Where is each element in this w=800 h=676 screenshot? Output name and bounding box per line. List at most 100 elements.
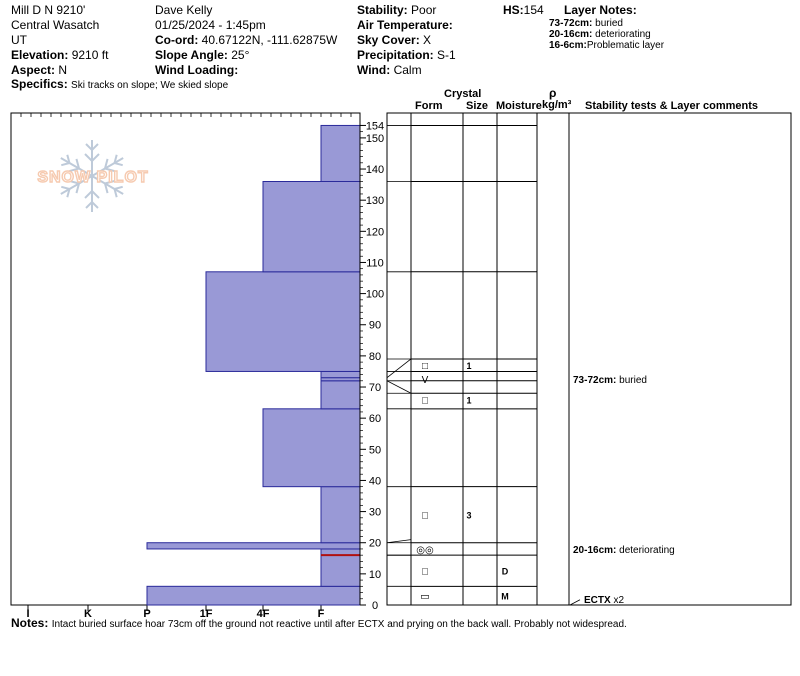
crystal-form: V <box>422 375 429 386</box>
crystal-size: 1 <box>466 361 471 371</box>
layer-note-range: 16-6cm: <box>549 40 587 51</box>
comment-text: buried <box>616 375 647 386</box>
state: UT <box>11 33 27 47</box>
form-header: Form <box>415 100 443 112</box>
hardness-bar <box>320 486 361 544</box>
hardness-bar <box>320 554 361 587</box>
layer-connector <box>386 539 412 544</box>
crystal-form: □ <box>422 511 428 522</box>
crystal-header: Crystal <box>444 88 482 100</box>
slope-label: Slope Angle: <box>155 48 228 62</box>
height-tick-label: 30 <box>369 507 381 519</box>
hs-label: HS: <box>503 3 524 17</box>
height-tick-label: 20 <box>369 538 381 550</box>
height-tick-label: 50 <box>369 444 381 456</box>
hardness-bar <box>320 370 361 379</box>
moisture-value: D <box>502 567 509 577</box>
notes-text: Intact buried surface hoar 73cm off the … <box>51 619 627 630</box>
height-tick-label: 10 <box>369 569 381 581</box>
elevation-label: Elevation: <box>11 48 69 62</box>
layer-connector <box>386 358 412 378</box>
precip-value: S-1 <box>437 48 456 62</box>
size-header: Size <box>466 100 489 112</box>
datetime: 01/25/2024 - 1:45pm <box>155 18 266 32</box>
hardness-bar <box>146 542 361 550</box>
height-tick-label: 120 <box>366 226 384 238</box>
snow-height: HS:154 <box>503 3 544 17</box>
hardness-bar <box>146 585 361 606</box>
air-temperature: Air Temperature: <box>357 18 453 32</box>
sky-value: X <box>423 33 432 47</box>
height-tick-label: 154 <box>366 120 384 132</box>
sky-label: Sky Cover: <box>357 33 420 47</box>
hardness-bar <box>262 180 361 273</box>
layer-note-text: Problematic layer <box>586 40 665 51</box>
wind-loading-label: Wind Loading: <box>155 63 239 77</box>
stability-comments-header: Stability tests & Layer comments <box>585 100 759 112</box>
layer-connector <box>386 380 412 394</box>
observer: Dave Kelly <box>155 3 213 17</box>
layer-note-3: 16-6cm:Problematic layer <box>549 40 664 51</box>
layer-note-text: buried <box>595 18 623 29</box>
layer-comment: 20-16cm: deteriorating <box>573 545 675 556</box>
aspect-value: N <box>58 63 68 77</box>
height-tick-label: 150 <box>366 133 384 145</box>
coord-label: Co-ord: <box>155 33 199 47</box>
crystal-form: □ <box>422 567 428 578</box>
wind-loading: Wind Loading: <box>155 63 238 77</box>
notes: Notes: Intact buried surface hoar 73cm o… <box>11 616 627 630</box>
crystal-form: ◎◎ <box>416 545 434 556</box>
height-tick-label: 130 <box>366 195 384 207</box>
crystal-size: 3 <box>466 511 471 521</box>
height-tick-label: 40 <box>369 475 381 487</box>
stability: Stability: Poor <box>357 3 436 17</box>
moisture-header: Moisture <box>496 100 542 112</box>
hardness-tick-label: F <box>318 608 325 620</box>
coordinates: Co-ord: 40.67122N, -111.62875W <box>155 33 337 47</box>
precip-label: Precipitation: <box>357 48 434 62</box>
moisture-value: M <box>501 592 509 602</box>
height-tick-label: 70 <box>369 382 381 394</box>
hardness-tick-label: K <box>84 608 92 620</box>
slope-angle: Slope Angle: 25° <box>155 48 249 62</box>
crystal-form: ▭ <box>420 592 429 603</box>
comment-range: 20-16cm: <box>573 545 616 556</box>
height-tick-label: 0 <box>372 600 378 612</box>
layer-comment: ECTX x2 <box>584 595 624 606</box>
snowpilot-logo: SNOW PILOT <box>37 140 148 212</box>
crystal-size: 1 <box>466 395 471 405</box>
air-temp-label: Air Temperature: <box>357 18 453 32</box>
density-symbol: ρ <box>549 86 557 100</box>
layer-note-1: 73-72cm: buried <box>549 18 623 29</box>
comment-range: ECTX <box>584 595 611 606</box>
hardness-tick-label: P <box>143 608 150 620</box>
layer-note-range: 20-16cm: <box>549 29 593 40</box>
crystal-form: □ <box>422 361 428 372</box>
elevation: Elevation: 9210 ft <box>11 48 108 62</box>
specifics-label: Specifics: <box>11 77 68 91</box>
wind-value: Calm <box>393 63 422 77</box>
comment-text: x2 <box>611 595 625 606</box>
height-tick-label: 80 <box>369 351 381 363</box>
wind-label: Wind: <box>357 63 391 77</box>
layer-note-range: 73-72cm: <box>549 18 593 29</box>
hardness-bar <box>320 124 361 182</box>
layer-comment: 73-72cm: buried <box>573 375 647 386</box>
hardness-tick-label: I <box>26 608 29 620</box>
hardness-bar <box>262 408 361 488</box>
height-tick-label: 140 <box>366 164 384 176</box>
density-unit: kg/m³ <box>542 99 572 111</box>
height-tick-label: 60 <box>369 413 381 425</box>
hardness-tick-label: 4F <box>257 608 270 620</box>
hardness-bar <box>205 271 361 372</box>
location: Mill D N 9210' <box>11 3 86 17</box>
comment-text: deteriorating <box>616 545 674 556</box>
ectx-pointer <box>569 599 581 606</box>
height-tick-label: 90 <box>369 320 381 332</box>
comment-range: 73-72cm: <box>573 375 616 386</box>
aspect-label: Aspect: <box>11 63 56 77</box>
aspect: Aspect: N <box>11 63 67 77</box>
layer-notes-title: Layer Notes: <box>564 3 637 17</box>
slope-value: 25° <box>231 48 250 62</box>
